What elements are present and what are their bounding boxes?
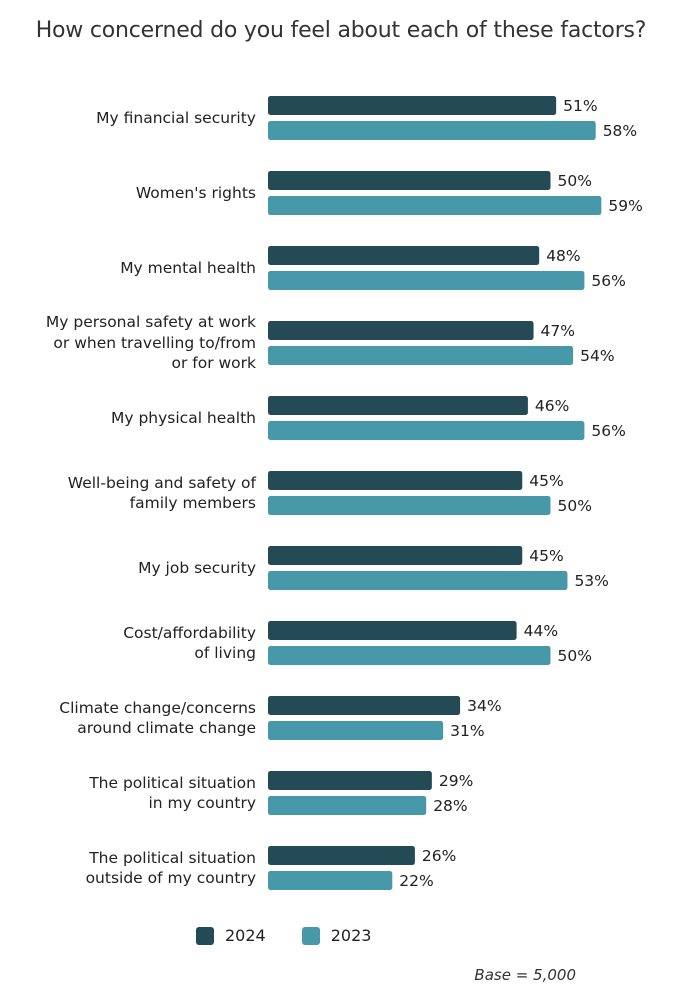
category-label-1: Women's rights (16, 183, 256, 204)
data-label-2023-4: 56% (591, 422, 625, 440)
bar-2023-9 (268, 796, 427, 815)
bar-2023-1 (268, 196, 602, 215)
bar-2024-6 (268, 546, 523, 565)
category-label-line: Well-being and safety of (67, 473, 256, 492)
data-label-2024-2: 48% (546, 247, 580, 265)
bar-2024-8 (268, 696, 461, 715)
category-label-line: The political situation (89, 848, 256, 867)
data-label-2023-6: 53% (574, 572, 608, 590)
category-label-line: or when travelling to/from (53, 333, 256, 352)
category-label-0: My financial security (16, 108, 256, 129)
category-label-10: The political situation outside of my cou… (16, 848, 256, 889)
legend-swatch-2023 (301, 926, 320, 945)
bar-2024-1 (268, 171, 551, 190)
category-label-line: around climate change (77, 719, 256, 737)
category-label-line: outside of my country (85, 869, 256, 887)
data-label-2023-0: 58% (603, 122, 637, 140)
data-label-2023-2: 56% (591, 272, 625, 290)
bar-2023-0 (268, 121, 596, 140)
bar-2024-9 (268, 771, 432, 790)
category-label-9: The political situation in my country (16, 773, 256, 814)
bar-2023-4 (268, 421, 585, 440)
legend-label-2023: 2023 (330, 926, 372, 945)
legend-label-2024: 2024 (225, 926, 266, 945)
category-label-2: My mental health (16, 258, 256, 279)
data-label-2024-4: 46% (535, 397, 569, 415)
data-label-2024-5: 45% (529, 472, 563, 490)
category-label-5: Well-being and safety of family members (16, 473, 256, 514)
data-label-2023-7: 50% (558, 647, 592, 665)
legend: 2024 2023 (196, 926, 407, 945)
category-label-line: The political situation (89, 773, 256, 792)
category-label-line: or for work (171, 354, 256, 373)
data-label-2024-7: 44% (524, 622, 558, 640)
data-label-2024-8: 34% (467, 697, 501, 715)
base-footnote: Base = 5,000 (474, 966, 576, 984)
category-label-line: My mental health (120, 258, 256, 277)
bar-2024-7 (268, 621, 517, 640)
bar-2023-5 (268, 496, 551, 515)
chart-title: How concerned do you feel about each of … (35, 18, 647, 43)
bar-2024-10 (268, 846, 415, 865)
legend-item-2023: 2023 (301, 926, 372, 945)
bar-2023-8 (268, 721, 444, 740)
bar-2024-0 (268, 96, 557, 115)
category-label-line: in my country (148, 794, 256, 812)
data-label-2024-1: 50% (558, 172, 592, 190)
legend-swatch-2024 (196, 926, 214, 945)
data-label-2023-1: 59% (608, 197, 642, 215)
data-label-2023-5: 50% (558, 497, 592, 515)
category-label-line: Climate change/concerns (59, 698, 256, 717)
category-label-4: My physical health (16, 408, 256, 429)
data-label-2024-6: 45% (529, 547, 563, 565)
category-label-line: family members (129, 494, 256, 512)
category-label-7: Cost/affordability of living (16, 623, 256, 664)
legend-item-2024: 2024 (196, 926, 266, 945)
bar-2023-6 (268, 571, 568, 590)
bar-2024-3 (268, 321, 534, 340)
category-label-8: Climate change/concerns around climate ch… (16, 698, 256, 739)
category-label-line: My personal safety at work (45, 313, 256, 332)
data-label-2023-9: 28% (433, 797, 467, 815)
bar-2023-7 (268, 646, 551, 665)
category-label-line: Women's rights (135, 183, 256, 202)
data-label-2023-3: 54% (580, 347, 614, 365)
category-label-line: My physical health (110, 408, 256, 427)
bar-2023-2 (268, 271, 585, 290)
data-label-2023-8: 31% (450, 722, 484, 740)
data-label-2024-10: 26% (422, 847, 456, 865)
bar-2024-5 (268, 471, 523, 490)
bar-2023-3 (268, 346, 574, 365)
category-label-6: My job security (16, 558, 256, 579)
data-label-2024-9: 29% (439, 772, 473, 790)
bar-chart: 51% 58% 50% 59% 48% 56% 47% 54% 46% 56% 45% 50% 45% 5… (268, 96, 643, 890)
category-label-line: My job security (138, 558, 256, 577)
data-label-2023-10: 22% (399, 872, 433, 890)
category-label-3: My personal safety at work or when travel… (16, 312, 256, 374)
bar-2024-2 (268, 246, 540, 265)
category-label-line: Cost/affordability (123, 623, 256, 642)
category-label-line: of living (194, 644, 256, 662)
data-label-2024-3: 47% (541, 322, 575, 340)
bar-2024-4 (268, 396, 528, 415)
category-label-line: My financial security (96, 108, 256, 127)
data-label-2024-0: 51% (563, 97, 597, 115)
bar-2023-10 (268, 871, 393, 890)
